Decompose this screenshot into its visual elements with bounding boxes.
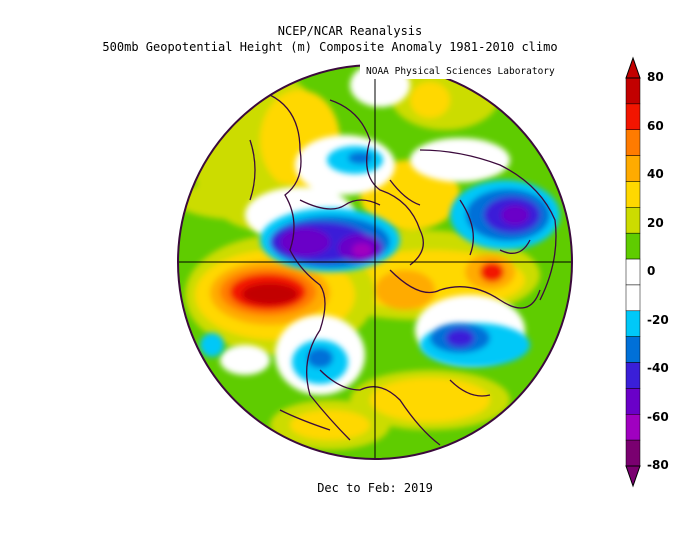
colorbar-swatch (625, 155, 641, 182)
colorbar-swatch (625, 258, 641, 286)
colorbar-swatch (625, 439, 641, 467)
colorbar-tick-label: 60 (647, 118, 664, 133)
chart-title: NCEP/NCAR Reanalysis (277, 24, 423, 38)
colorbar-tick-label: 20 (647, 215, 664, 230)
colorbar-tick-label: 0 (647, 264, 656, 278)
colorbar-swatch (625, 336, 641, 363)
period-label: Dec to Feb: 2019 (317, 481, 433, 495)
colorbar-swatch (625, 388, 641, 415)
colorbar-swatch (625, 207, 641, 234)
colorbar-tick-label: -60 (647, 409, 669, 424)
colorbar-swatch (625, 77, 641, 105)
colorbar-swatch (625, 310, 641, 337)
colorbar-tick-label: 40 (647, 167, 664, 181)
colorbar-swatches (625, 77, 641, 467)
colorbar-swatch (625, 414, 641, 441)
anomaly-field (178, 65, 572, 459)
chart-subtitle: 500mb Geopotential Height (m) Composite … (102, 40, 558, 54)
colorbar-tick-label: -80 (647, 458, 669, 472)
polar-anomaly-map (177, 64, 573, 460)
colorbar-swatch (625, 284, 641, 312)
colorbar-swatch (625, 103, 641, 130)
colorbar-swatch (625, 232, 641, 260)
colorbar-tick-label: -20 (647, 312, 669, 327)
colorbar-swatch (625, 362, 641, 389)
colorbar-swatch (625, 129, 641, 156)
colorbar-top-arrow (625, 56, 641, 79)
colorbar (625, 56, 641, 488)
credit-label: NOAA Physical Sciences Laboratory (360, 64, 580, 79)
coastlines (249, 94, 557, 446)
colorbar-tick-label: 80 (647, 70, 664, 84)
colorbar-bottom-arrow (625, 465, 641, 488)
colorbar-tick-label: -40 (647, 361, 669, 375)
negative-anomalies (200, 146, 560, 384)
colorbar-swatch (625, 181, 641, 208)
